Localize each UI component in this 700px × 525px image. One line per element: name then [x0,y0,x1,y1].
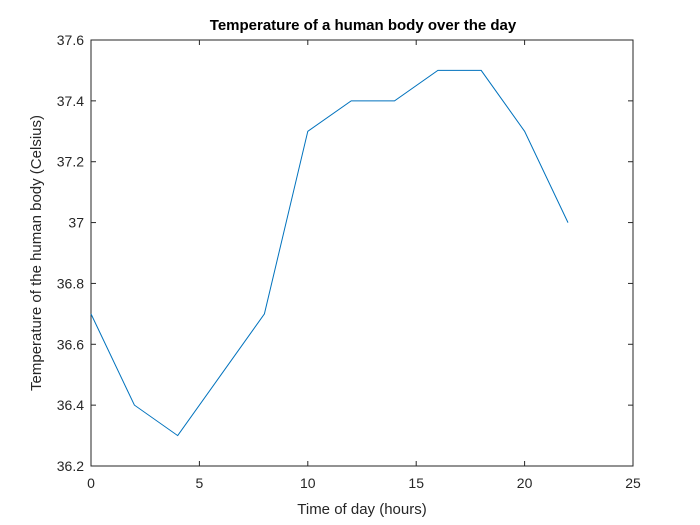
y-tick-label: 37.6 [57,32,84,48]
y-tick-label: 37.2 [57,154,84,170]
y-tick-label: 37.4 [57,93,84,109]
plot-area [90,39,634,467]
x-tick-label: 20 [517,475,533,491]
x-axis: 0 5 10 15 20 25 [87,40,641,491]
x-tick-label: 25 [625,475,641,491]
chart-title: Temperature of a human body over the day [210,17,517,34]
y-tick-label: 36.6 [57,336,84,352]
x-tick-label: 15 [408,475,424,491]
x-tick-label: 5 [196,475,204,491]
y-axis-label: Temperature of the human body (Celsius) [28,115,45,391]
y-tick-label: 37 [68,215,84,231]
y-axis: 36.2 36.4 36.6 36.8 37 37.2 37.4 37.6 [57,32,633,474]
temperature-series-line [90,69,569,437]
x-axis-label: Time of day (hours) [297,501,427,518]
y-tick-label: 36.2 [57,458,84,474]
x-tick-label: 0 [87,475,95,491]
x-tick-label: 10 [300,475,316,491]
y-tick-label: 36.8 [57,275,84,291]
y-tick-label: 36.4 [57,397,84,413]
